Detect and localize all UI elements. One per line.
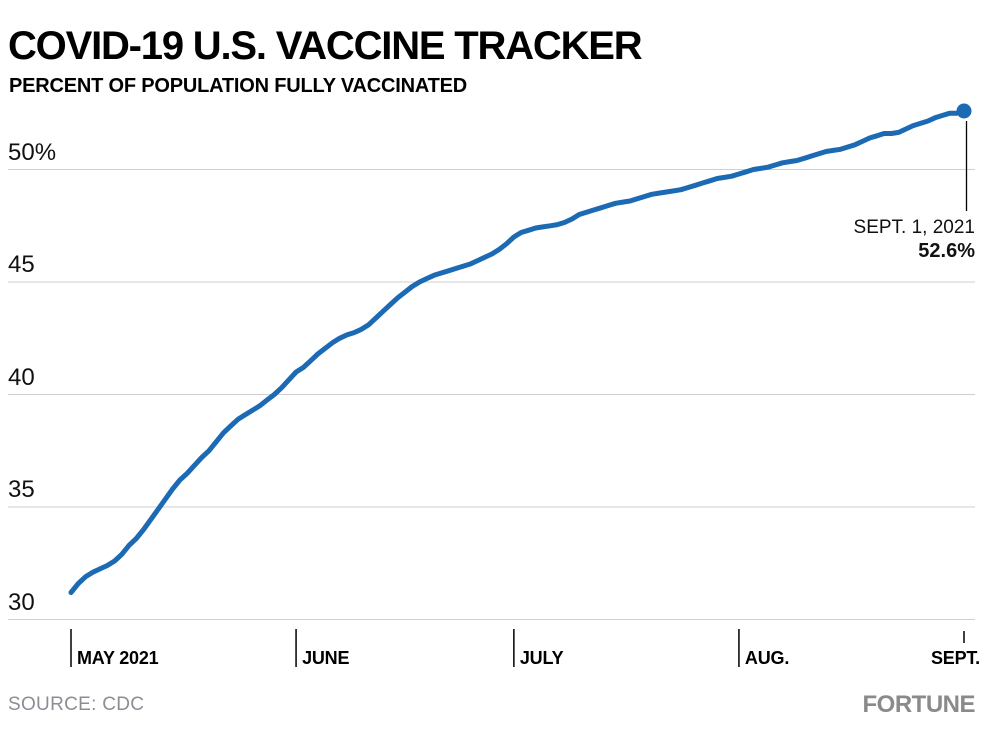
fortune-logo: FORTUNE xyxy=(862,691,976,718)
x-axis-label: JULY xyxy=(519,648,564,668)
x-axis-label: MAY 2021 xyxy=(77,648,159,668)
page-title: COVID-19 U.S. VACCINE TRACKER xyxy=(8,24,643,68)
y-axis-label: 30 xyxy=(8,588,35,616)
x-axis-label: SEPT. xyxy=(930,648,980,668)
source-credit: SOURCE: CDC xyxy=(8,694,145,715)
endpoint-annotation: SEPT. 1, 2021 52.6% xyxy=(854,216,975,263)
y-axis-label: 45 xyxy=(8,251,35,278)
annotation-date: SEPT. 1, 2021 xyxy=(853,217,975,238)
y-axis-label: 50% xyxy=(8,138,57,166)
vaccination-trend-line xyxy=(68,108,967,595)
y-axis-label: 40 xyxy=(8,363,35,391)
y-axis-label: 35 xyxy=(8,476,35,503)
x-axis-label: JUNE xyxy=(302,648,350,668)
endpoint-marker xyxy=(956,103,972,119)
chart-subtitle: PERCENT OF POPULATION FULLY VACCINATED xyxy=(9,75,467,97)
x-axis-label: AUG. xyxy=(744,648,790,668)
annotation-value: 52.6% xyxy=(918,240,975,262)
